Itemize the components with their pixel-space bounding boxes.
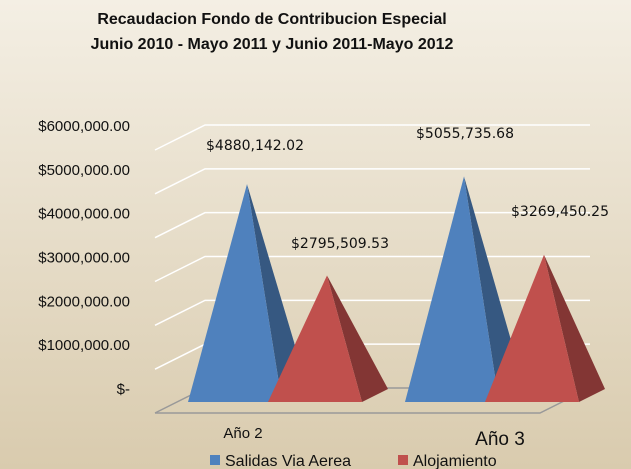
bar	[405, 176, 499, 402]
y-tick-label: $4000,000.00	[38, 206, 130, 223]
pyramid-side	[247, 184, 308, 402]
grid-line	[154, 168, 590, 195]
chart-subtitle: Junio 2010 - Mayo 2011 y Junio 2011-Mayo…	[91, 36, 454, 53]
value-label: $3269,450.25	[511, 204, 609, 220]
y-tick-label: $3000,000.00	[38, 249, 130, 266]
legend-label: Salidas Via Aerea	[225, 453, 351, 469]
pyramid-side	[327, 275, 388, 402]
y-tick-label: $2000,000.00	[38, 293, 130, 310]
bar	[268, 275, 362, 402]
x-tick-label: Año 2	[223, 425, 262, 442]
value-label: $4880,142.02	[206, 138, 304, 154]
legend-label: Alojamiento	[413, 453, 497, 469]
legend-swatch	[210, 455, 220, 465]
y-tick-label: $1000,000.00	[38, 337, 130, 354]
x-tick-label: Año 3	[475, 429, 525, 450]
chart-title: Recaudacion Fondo de Contribucion Especi…	[97, 11, 446, 28]
pyramid-side	[544, 254, 605, 402]
y-tick-label: $5000,000.00	[38, 162, 130, 179]
grid-line	[154, 124, 590, 151]
bar	[188, 184, 282, 402]
bar	[485, 254, 579, 402]
y-tick-label: $-	[117, 381, 130, 398]
y-tick-label: $6000,000.00	[38, 118, 130, 135]
legend-swatch	[398, 455, 408, 465]
value-label: $5055,735.68	[416, 126, 514, 142]
value-label: $2795,509.53	[291, 236, 389, 252]
